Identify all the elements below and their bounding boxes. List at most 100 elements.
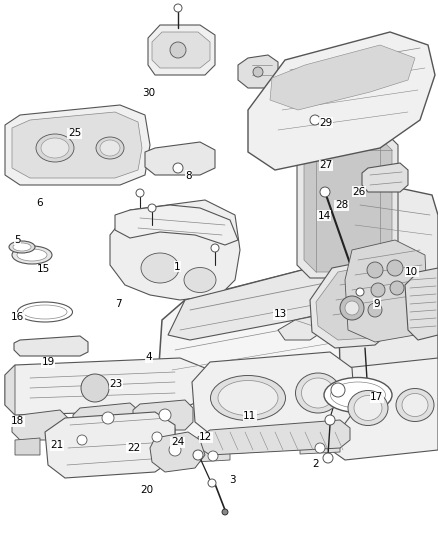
Circle shape bbox=[222, 509, 228, 515]
Text: 1: 1 bbox=[174, 262, 181, 271]
Text: 10: 10 bbox=[405, 267, 418, 277]
Ellipse shape bbox=[211, 376, 286, 421]
Text: 13: 13 bbox=[274, 310, 287, 319]
Polygon shape bbox=[115, 205, 238, 245]
Circle shape bbox=[173, 163, 183, 173]
Ellipse shape bbox=[402, 393, 428, 416]
Polygon shape bbox=[150, 432, 205, 472]
Ellipse shape bbox=[396, 389, 434, 422]
Polygon shape bbox=[278, 315, 325, 340]
Ellipse shape bbox=[184, 268, 216, 293]
Circle shape bbox=[390, 281, 404, 295]
Circle shape bbox=[315, 443, 325, 453]
Ellipse shape bbox=[36, 134, 74, 162]
Circle shape bbox=[136, 189, 144, 197]
Polygon shape bbox=[5, 365, 15, 415]
Text: 5: 5 bbox=[14, 235, 21, 245]
Text: 28: 28 bbox=[335, 200, 348, 210]
Text: 9: 9 bbox=[373, 299, 380, 309]
Circle shape bbox=[152, 432, 162, 442]
Text: 19: 19 bbox=[42, 358, 55, 367]
Text: 21: 21 bbox=[50, 440, 64, 450]
Ellipse shape bbox=[9, 241, 35, 253]
Polygon shape bbox=[168, 268, 345, 340]
Text: 7: 7 bbox=[115, 299, 122, 309]
Text: 23: 23 bbox=[110, 379, 123, 389]
Circle shape bbox=[368, 303, 382, 317]
Circle shape bbox=[340, 296, 364, 320]
Polygon shape bbox=[158, 268, 365, 455]
Circle shape bbox=[323, 453, 333, 463]
Text: 18: 18 bbox=[11, 416, 24, 426]
Ellipse shape bbox=[331, 382, 385, 408]
Circle shape bbox=[208, 451, 218, 461]
Ellipse shape bbox=[23, 305, 67, 319]
Text: 15: 15 bbox=[37, 264, 50, 274]
Ellipse shape bbox=[96, 137, 124, 159]
Polygon shape bbox=[65, 430, 100, 448]
Polygon shape bbox=[195, 444, 230, 462]
Polygon shape bbox=[316, 266, 388, 340]
Ellipse shape bbox=[296, 373, 340, 413]
Polygon shape bbox=[297, 132, 398, 278]
Circle shape bbox=[345, 301, 359, 315]
Circle shape bbox=[148, 204, 156, 212]
Ellipse shape bbox=[324, 377, 392, 413]
Circle shape bbox=[211, 244, 219, 252]
Ellipse shape bbox=[218, 381, 278, 416]
Circle shape bbox=[253, 67, 263, 77]
Circle shape bbox=[193, 450, 203, 460]
Polygon shape bbox=[310, 260, 395, 348]
Polygon shape bbox=[110, 200, 240, 300]
Ellipse shape bbox=[12, 246, 52, 264]
Text: 26: 26 bbox=[353, 187, 366, 197]
Ellipse shape bbox=[141, 253, 179, 283]
Circle shape bbox=[367, 262, 383, 278]
Circle shape bbox=[356, 288, 364, 296]
Circle shape bbox=[387, 260, 403, 276]
Text: 2: 2 bbox=[312, 459, 319, 469]
Polygon shape bbox=[338, 185, 438, 412]
Polygon shape bbox=[148, 25, 215, 75]
Text: 27: 27 bbox=[320, 160, 333, 170]
Text: 4: 4 bbox=[145, 352, 152, 362]
Circle shape bbox=[320, 187, 330, 197]
Polygon shape bbox=[45, 412, 175, 478]
Text: 12: 12 bbox=[199, 432, 212, 442]
Polygon shape bbox=[192, 352, 355, 438]
Polygon shape bbox=[152, 32, 210, 68]
Text: 17: 17 bbox=[370, 392, 383, 402]
Ellipse shape bbox=[354, 395, 382, 421]
Ellipse shape bbox=[301, 378, 335, 408]
Polygon shape bbox=[12, 410, 68, 440]
Ellipse shape bbox=[348, 391, 388, 425]
Polygon shape bbox=[304, 138, 392, 272]
Circle shape bbox=[102, 412, 114, 424]
Polygon shape bbox=[140, 428, 175, 445]
Text: 16: 16 bbox=[11, 312, 24, 322]
Circle shape bbox=[159, 409, 171, 421]
Polygon shape bbox=[15, 438, 40, 455]
Polygon shape bbox=[362, 163, 408, 192]
Polygon shape bbox=[73, 403, 138, 433]
Polygon shape bbox=[238, 55, 278, 88]
Circle shape bbox=[170, 42, 186, 58]
Text: 6: 6 bbox=[36, 198, 43, 207]
Polygon shape bbox=[12, 112, 142, 178]
Polygon shape bbox=[325, 358, 438, 460]
Polygon shape bbox=[5, 358, 205, 415]
Ellipse shape bbox=[41, 138, 69, 158]
Polygon shape bbox=[270, 45, 415, 110]
Text: 30: 30 bbox=[142, 88, 155, 98]
Circle shape bbox=[208, 479, 216, 487]
Text: 24: 24 bbox=[171, 438, 184, 447]
Polygon shape bbox=[5, 105, 150, 185]
Text: 20: 20 bbox=[140, 486, 153, 495]
Circle shape bbox=[77, 435, 87, 445]
Polygon shape bbox=[198, 420, 350, 455]
Ellipse shape bbox=[17, 249, 47, 261]
Circle shape bbox=[364, 393, 372, 401]
Circle shape bbox=[81, 374, 109, 402]
Polygon shape bbox=[133, 400, 193, 430]
Polygon shape bbox=[248, 32, 435, 170]
